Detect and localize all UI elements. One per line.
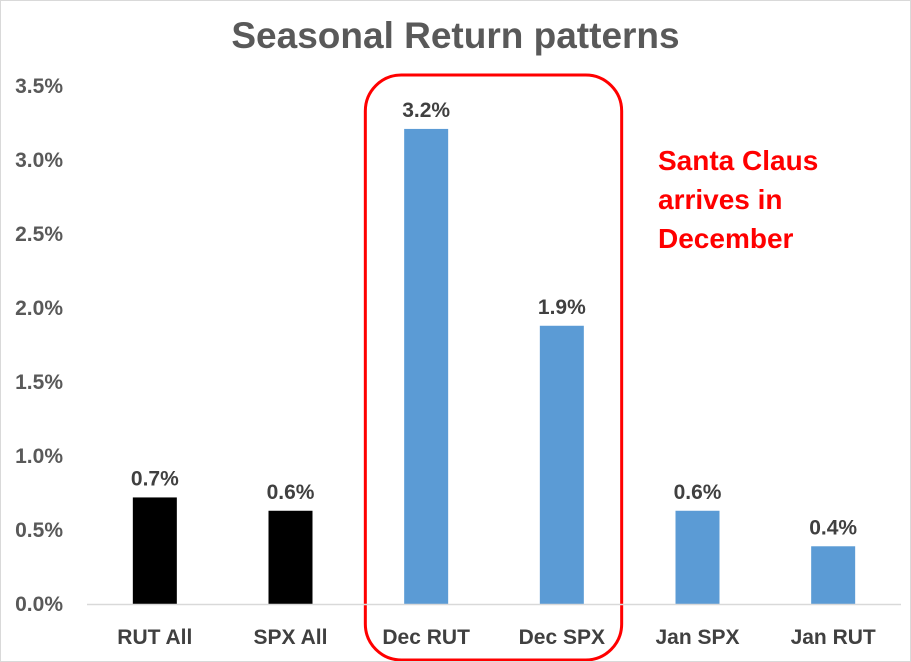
data-label: 3.2%: [402, 99, 450, 122]
chart-title: Seasonal Return patterns: [231, 15, 680, 56]
x-tick-label: Jan RUT: [791, 626, 876, 649]
y-tick-label: 3.0%: [15, 149, 63, 172]
y-tick-label: 1.5%: [15, 371, 63, 394]
data-label: 0.4%: [809, 516, 857, 539]
bar: [675, 510, 720, 604]
x-tick-label: Dec SPX: [519, 626, 605, 649]
bar: [404, 128, 449, 605]
data-label: 0.6%: [267, 481, 315, 504]
x-tick-label: Jan SPX: [655, 626, 739, 649]
bar: [539, 325, 584, 604]
x-tick-label: SPX All: [254, 626, 328, 649]
bar: [132, 497, 177, 604]
y-tick-label: 0.0%: [15, 593, 63, 616]
y-tick-label: 0.5%: [15, 519, 63, 542]
bar: [811, 546, 856, 604]
data-label: 1.9%: [538, 296, 586, 319]
annotation-line: arrives in: [658, 184, 783, 215]
x-tick-label: Dec RUT: [382, 626, 470, 649]
annotation-line: Santa Claus: [658, 145, 819, 176]
bar: [268, 510, 313, 604]
santa-claus-annotation: Santa Claus arrives in December: [658, 141, 878, 258]
annotation-line: December: [658, 223, 794, 254]
y-tick-label: 3.5%: [15, 75, 63, 98]
data-label: 0.7%: [131, 467, 179, 490]
y-tick-label: 2.5%: [15, 223, 63, 246]
y-tick-label: 1.0%: [15, 445, 63, 468]
december-highlight-box: [363, 73, 624, 661]
x-tick-label: RUT All: [117, 626, 192, 649]
y-tick-label: 2.0%: [15, 297, 63, 320]
data-label: 0.6%: [674, 481, 722, 504]
